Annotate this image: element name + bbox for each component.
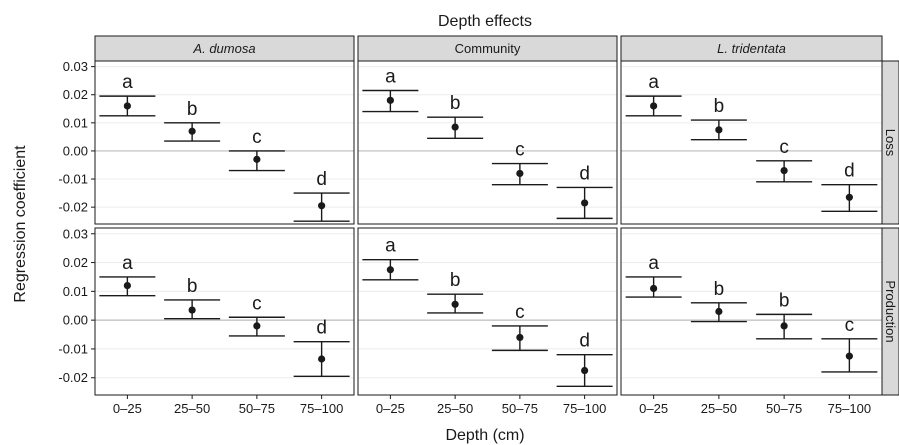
data-point — [581, 366, 589, 375]
group-letter: a — [648, 253, 659, 274]
chart-title: Depth effects — [438, 13, 532, 30]
row-strip-label: Loss — [883, 129, 898, 157]
y-tick-label: 0.02 — [63, 255, 88, 270]
data-point — [650, 102, 658, 110]
column-strip — [94, 35, 355, 62]
x-tick-label: 0–25 — [639, 401, 668, 416]
panel: a b b c 0–25 25–50 50–75 75–100 — [620, 227, 883, 416]
x-tick-label: 25–50 — [174, 401, 210, 416]
x-tick-label: 0–25 — [113, 401, 142, 416]
x-tick-label: 50–75 — [766, 401, 802, 416]
x-axis-title: Depth (cm) — [445, 427, 524, 444]
data-point — [451, 123, 459, 131]
group-letter: c — [515, 302, 525, 323]
panel-border — [94, 227, 355, 396]
data-point — [715, 126, 723, 134]
y-tick-label: -0.01 — [58, 341, 88, 356]
group-letter: b — [450, 270, 461, 291]
panel: a b c d — [620, 60, 883, 225]
data-point — [188, 306, 196, 314]
row-strip-label: Production — [883, 280, 898, 342]
x-tick-label: 0–25 — [376, 401, 405, 416]
panel-border — [620, 60, 883, 225]
x-tick-label: 50–75 — [502, 401, 538, 416]
y-tick-label: 0.00 — [63, 313, 88, 328]
data-point — [845, 352, 853, 360]
group-letter: c — [252, 293, 262, 314]
data-point — [386, 266, 394, 274]
group-letter: d — [316, 169, 327, 190]
panel: a b c d 0–25 25–50 50–75 75–100 — [357, 227, 618, 416]
data-point — [253, 155, 261, 163]
column-strip-label: Community — [455, 41, 521, 56]
y-tick-label: -0.02 — [58, 370, 88, 385]
group-letter: c — [779, 137, 789, 158]
column-strip-label: L. tridentata — [717, 41, 786, 56]
facet-panels: A. dumosa Community L. tridentata Loss Produ… — [58, 35, 899, 416]
panel: a b c d 0.03 0.02 0.01 0.00 -0.01 -0.02 — [58, 59, 355, 225]
y-tick-label: 0.01 — [63, 284, 88, 299]
group-letter: a — [385, 67, 396, 88]
data-point — [581, 199, 589, 207]
panel-border — [357, 227, 618, 396]
group-letter: b — [779, 290, 790, 311]
group-letter: a — [122, 253, 133, 274]
data-point — [123, 281, 131, 290]
data-point — [845, 193, 853, 201]
data-point — [650, 284, 658, 293]
x-tick-label: 25–50 — [437, 401, 473, 416]
group-letter: d — [316, 318, 327, 339]
y-tick-label: 0.01 — [63, 115, 88, 130]
data-point — [516, 169, 524, 178]
data-point — [253, 322, 261, 330]
panel: a b c d 0.03 0.02 0.01 0.00 -0.01 -0.02 0–25 25–50 5… — [58, 226, 355, 416]
x-tick-label: 75–100 — [828, 401, 871, 416]
data-point — [780, 167, 788, 175]
group-letter: a — [648, 72, 659, 93]
column-strip-label: A. dumosa — [192, 41, 255, 56]
column-strip — [620, 35, 883, 62]
data-point — [451, 300, 459, 308]
group-letter: c — [515, 140, 525, 161]
panel-border — [94, 60, 355, 225]
group-letter: a — [122, 72, 133, 93]
panel-border — [620, 227, 883, 396]
group-letter: b — [187, 99, 198, 120]
data-point — [715, 307, 723, 316]
y-axis-title: Regression coefficient — [12, 145, 29, 303]
data-point — [188, 127, 196, 135]
group-letter: a — [385, 236, 396, 257]
x-tick-label: 75–100 — [563, 401, 606, 416]
group-letter: c — [252, 127, 262, 148]
group-letter: d — [579, 163, 590, 184]
data-point — [318, 202, 326, 210]
y-tick-label: 0.03 — [63, 59, 88, 74]
y-tick-label: -0.01 — [58, 172, 88, 187]
group-letter: b — [714, 279, 725, 300]
data-point — [386, 96, 394, 104]
group-letter: d — [579, 331, 590, 352]
group-letter: b — [714, 96, 725, 117]
data-point — [516, 333, 524, 342]
column-strip — [357, 35, 618, 62]
data-point — [123, 102, 131, 110]
y-tick-label: 0.02 — [63, 87, 88, 102]
data-point — [780, 322, 788, 330]
group-letter: d — [844, 161, 855, 182]
panel-border — [357, 60, 618, 225]
group-letter: b — [450, 93, 461, 114]
y-tick-label: -0.02 — [58, 200, 88, 215]
group-letter: c — [845, 315, 855, 336]
x-tick-label: 25–50 — [701, 401, 737, 416]
group-letter: b — [187, 276, 198, 297]
data-point — [318, 355, 326, 363]
y-tick-label: 0.00 — [63, 143, 88, 158]
x-tick-label: 50–75 — [239, 401, 275, 416]
panel: a b c d — [357, 60, 618, 225]
x-tick-label: 75–100 — [300, 401, 343, 416]
y-tick-label: 0.03 — [63, 226, 88, 241]
